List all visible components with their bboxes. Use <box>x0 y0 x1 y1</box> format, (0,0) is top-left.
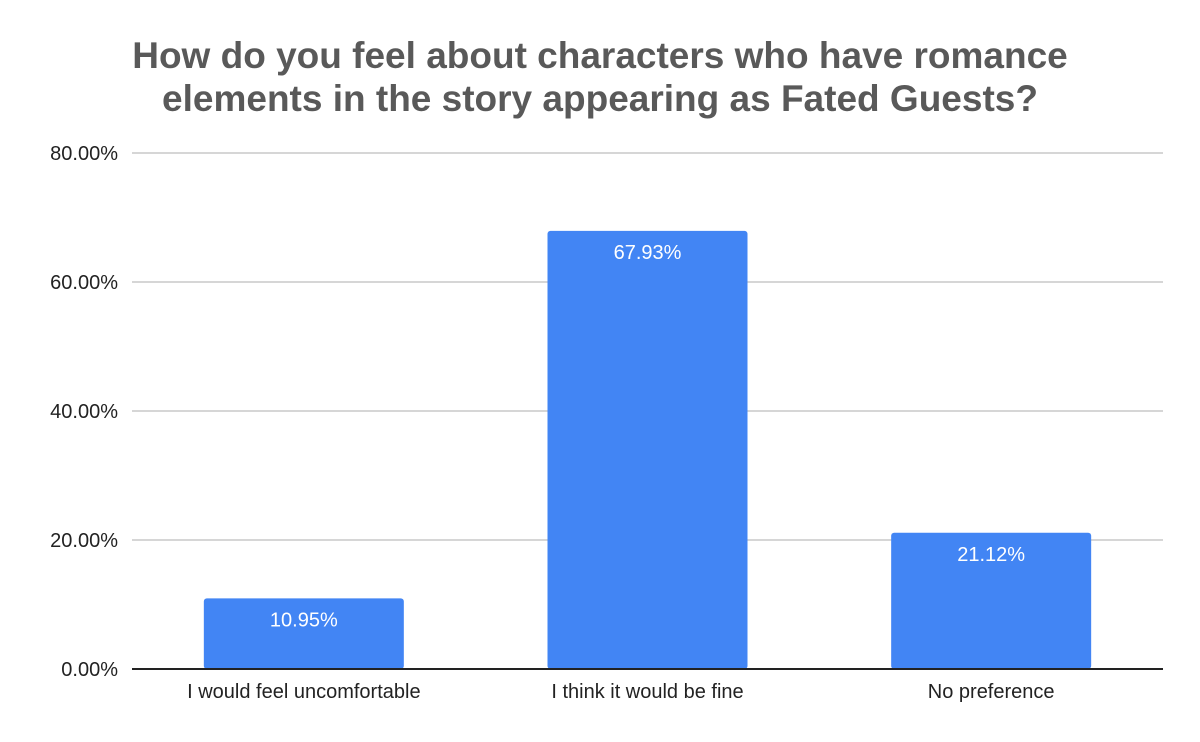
y-tick-label: 20.00% <box>50 530 118 552</box>
x-category-label: No preference <box>928 681 1055 703</box>
chart-title-line-2: elements in the story appearing as Fated… <box>162 78 1038 119</box>
y-tick-label: 80.00% <box>50 143 118 165</box>
x-axis-categories: I would feel uncomfortable I think it wou… <box>187 681 1054 703</box>
bar-data-label: 21.12% <box>957 544 1025 566</box>
bars: 10.95% 67.93% 21.12% <box>203 230 1092 669</box>
bar-data-label: 67.93% <box>614 242 682 264</box>
bar <box>547 230 748 669</box>
bar <box>891 532 1092 669</box>
x-category-label: I would feel uncomfortable <box>187 681 420 703</box>
y-tick-label: 60.00% <box>50 272 118 294</box>
y-axis-ticks: 0.00% 20.00% 40.00% 60.00% 80.00% <box>50 143 118 681</box>
x-category-label: I think it would be fine <box>551 681 743 703</box>
bar-data-label: 10.95% <box>270 609 338 631</box>
y-tick-label: 0.00% <box>61 659 118 681</box>
bar <box>203 598 404 669</box>
chart-title-line-1: How do you feel about characters who hav… <box>132 35 1068 76</box>
y-tick-label: 40.00% <box>50 401 118 423</box>
